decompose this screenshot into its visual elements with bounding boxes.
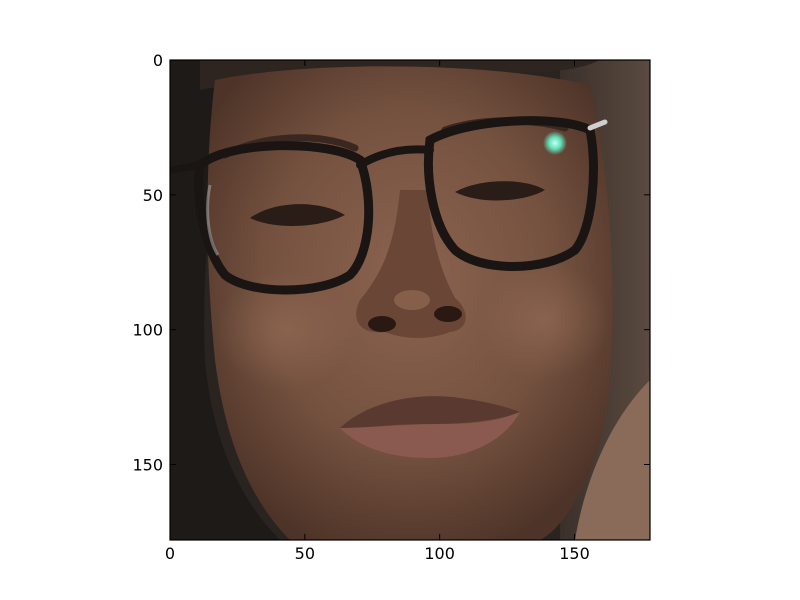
upper-lip: [340, 396, 520, 428]
glasses-temple-left: [170, 161, 204, 174]
cheek-right: [480, 260, 610, 380]
x-tick-label: 50: [295, 544, 315, 563]
lens-glare: [543, 131, 567, 155]
y-tick-label: 0: [153, 51, 163, 70]
y-tick-label: 100: [132, 321, 163, 340]
eye-left: [250, 204, 345, 226]
nostril-left: [368, 316, 396, 332]
x-tick-label: 100: [424, 544, 455, 563]
glasses-temple-right: [587, 119, 608, 131]
glasses-bridge: [356, 145, 434, 169]
y-tick-label: 50: [143, 186, 163, 205]
hair-top: [200, 60, 600, 90]
lens-reflection-left: [206, 184, 220, 256]
x-tick-label: 0: [165, 544, 175, 563]
lower-lip: [340, 412, 520, 458]
glasses-lens-left: [194, 141, 374, 295]
hand-right: [575, 380, 650, 540]
axes-frame: [169, 59, 651, 541]
nostril-right: [434, 306, 462, 322]
nose: [356, 190, 466, 338]
glasses: [170, 116, 608, 295]
image-area: [170, 60, 650, 540]
x-axis: 0 50 100 150: [165, 60, 590, 563]
nose-tip-highlight: [394, 290, 430, 310]
eye-right: [455, 181, 545, 201]
x-tick-label: 150: [559, 544, 590, 563]
glasses-lens-right: [423, 116, 598, 271]
y-tick-label: 150: [132, 455, 163, 474]
cheek-left: [215, 270, 355, 390]
y-axis: 0 50 100 150: [132, 51, 650, 474]
